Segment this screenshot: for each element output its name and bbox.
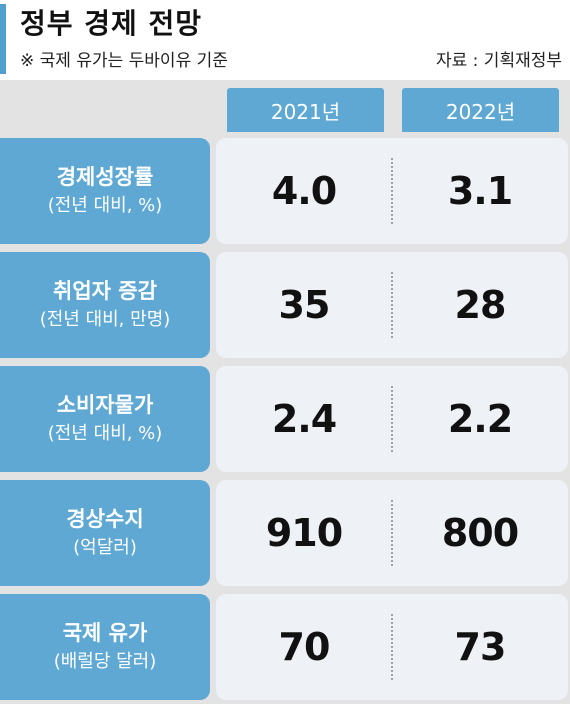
title-accent-bar [0,4,6,74]
page-title: 정부 경제 전망 [20,7,203,40]
row-label-box: 취업자 증감 (전년 대비, 만명) [0,252,210,358]
row-value-box: 2.4 2.2 [216,366,568,472]
column-header-2021: 2021년 [227,88,384,132]
row-sublabel: (전년 대비, %) [47,195,163,216]
row-label: 소비자물가 [56,393,154,417]
table-row-gdp-growth: 경제성장률 (전년 대비, %) 4.0 3.1 [0,138,570,244]
row-sublabel: (전년 대비, 만명) [39,309,171,330]
value-2021: 910 [265,511,343,555]
value-2022: 73 [454,625,507,669]
row-label: 취업자 증감 [53,279,157,303]
header: 정부 경제 전망 ※ 국제 유가는 두바이유 기준 자료 : 기획재정부 [0,0,570,80]
table-row-current-account: 경상수지 (억달러) 910 800 [0,480,570,586]
value-2021: 35 [278,283,331,327]
row-value-box: 35 28 [216,252,568,358]
dotted-divider [391,386,393,452]
table-row-consumer-prices: 소비자물가 (전년 대비, %) 2.4 2.2 [0,366,570,472]
row-sublabel: (전년 대비, %) [47,423,163,444]
row-value-box: 70 73 [216,594,568,700]
footnote: ※ 국제 유가는 두바이유 기준 [20,51,228,71]
source-label: 자료 : 기획재정부 [435,51,562,71]
column-header-2022: 2022년 [402,88,559,132]
value-2021: 2.4 [271,397,337,441]
dotted-divider [391,614,393,680]
dotted-divider [391,158,393,224]
value-2022: 800 [441,511,519,555]
row-label-box: 소비자물가 (전년 대비, %) [0,366,210,472]
value-2022: 3.1 [447,169,513,213]
row-sublabel: (억달러) [73,537,137,558]
row-label: 국제 유가 [62,621,148,645]
value-2022: 28 [454,283,507,327]
row-label: 경상수지 [66,507,144,531]
row-value-box: 4.0 3.1 [216,138,568,244]
value-2022: 2.2 [447,397,513,441]
value-2021: 70 [278,625,331,669]
row-sublabel: (배럴당 달러) [53,651,157,672]
table-row-oil-price: 국제 유가 (배럴당 달러) 70 73 [0,594,570,700]
row-value-box: 910 800 [216,480,568,586]
table-row-employment: 취업자 증감 (전년 대비, 만명) 35 28 [0,252,570,358]
row-label: 경제성장률 [56,165,154,189]
dotted-divider [391,272,393,338]
row-label-box: 경제성장률 (전년 대비, %) [0,138,210,244]
row-label-box: 경상수지 (억달러) [0,480,210,586]
value-2021: 4.0 [271,169,337,213]
row-label-box: 국제 유가 (배럴당 달러) [0,594,210,700]
dotted-divider [391,500,393,566]
